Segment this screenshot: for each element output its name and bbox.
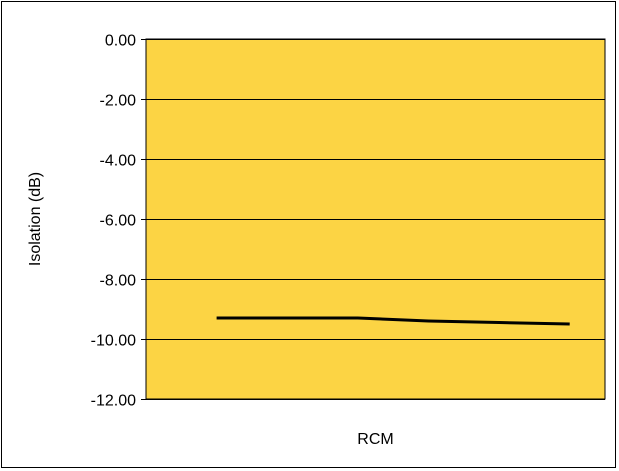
series-layer xyxy=(216,316,570,326)
y-axis-title: Isolation (dB) xyxy=(27,172,44,266)
y-tick-label: -2.00 xyxy=(100,93,137,110)
y-tick-label: -4.00 xyxy=(100,153,137,170)
y-tick-label: 0.00 xyxy=(105,33,136,50)
series-line xyxy=(216,316,570,326)
y-tick-label: -6.00 xyxy=(100,213,137,230)
y-axis-ticks: 0.00 -2.00 -4.00 -6.00 -8.00 -10.00 -12.00 xyxy=(91,33,146,410)
grid-lines xyxy=(146,39,605,400)
x-axis-title: RCM xyxy=(357,431,393,448)
y-tick-label: -8.00 xyxy=(100,273,137,290)
y-tick-label: -10.00 xyxy=(91,333,136,350)
y-tick-label: -12.00 xyxy=(91,393,136,410)
